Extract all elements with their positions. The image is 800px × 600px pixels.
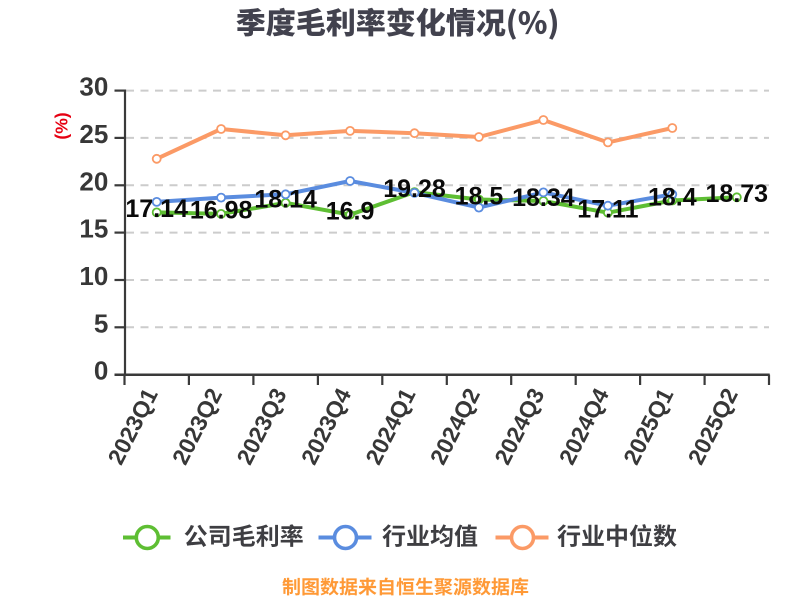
svg-text:19.28: 19.28 bbox=[383, 175, 446, 203]
svg-text:25: 25 bbox=[79, 119, 108, 149]
svg-text:(%): (%) bbox=[52, 112, 72, 139]
svg-text:18.4: 18.4 bbox=[648, 183, 697, 211]
svg-text:18.73: 18.73 bbox=[706, 180, 769, 208]
svg-text:17.11: 17.11 bbox=[577, 196, 638, 224]
svg-text:10: 10 bbox=[79, 261, 108, 291]
svg-text:18.34: 18.34 bbox=[512, 184, 575, 212]
svg-text:0: 0 bbox=[94, 356, 108, 386]
svg-text:18.5: 18.5 bbox=[455, 182, 504, 210]
svg-text:16.9: 16.9 bbox=[326, 198, 375, 226]
svg-text:30: 30 bbox=[79, 72, 108, 102]
svg-text:15: 15 bbox=[79, 214, 108, 244]
svg-text:5: 5 bbox=[94, 308, 108, 338]
svg-text:16.98: 16.98 bbox=[190, 197, 253, 225]
svg-text:17.14: 17.14 bbox=[125, 195, 188, 223]
svg-text:20: 20 bbox=[79, 166, 108, 196]
svg-text:18.14: 18.14 bbox=[254, 186, 317, 214]
